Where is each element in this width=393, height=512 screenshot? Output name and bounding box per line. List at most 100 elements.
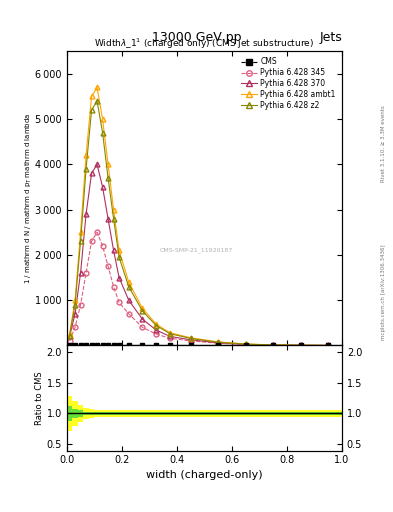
Pythia 6.428 z2: [100, 130, 105, 136]
Pythia 6.428 z2: [326, 343, 331, 349]
Line: Pythia 6.428 ambt1: Pythia 6.428 ambt1: [67, 85, 331, 348]
CMS: [298, 343, 303, 349]
Pythia 6.428 z2: [95, 98, 99, 104]
Pythia 6.428 345: [188, 338, 193, 344]
Pythia 6.428 345: [326, 343, 331, 349]
Pythia 6.428 370: [100, 184, 105, 190]
Pythia 6.428 345: [84, 270, 88, 276]
CMS: [216, 343, 220, 349]
CMS: [127, 343, 131, 349]
Pythia 6.428 ambt1: [243, 341, 248, 347]
Pythia 6.428 345: [168, 335, 173, 342]
Pythia 6.428 370: [89, 170, 94, 177]
Text: mcplots.cern.ch [arXiv:1306.3436]: mcplots.cern.ch [arXiv:1306.3436]: [381, 244, 386, 339]
Pythia 6.428 z2: [84, 166, 88, 172]
Pythia 6.428 345: [95, 229, 99, 236]
Pythia 6.428 ambt1: [140, 305, 145, 311]
Pythia 6.428 345: [89, 238, 94, 244]
CMS: [117, 343, 121, 349]
Pythia 6.428 370: [73, 311, 77, 317]
Pythia 6.428 345: [298, 342, 303, 348]
Pythia 6.428 370: [95, 161, 99, 167]
Pythia 6.428 z2: [106, 175, 110, 181]
Pythia 6.428 ambt1: [154, 321, 159, 327]
Pythia 6.428 z2: [67, 332, 72, 338]
Pythia 6.428 z2: [73, 302, 77, 308]
Pythia 6.428 z2: [127, 284, 131, 290]
X-axis label: width (charged-only): width (charged-only): [146, 470, 263, 480]
Pythia 6.428 ambt1: [67, 331, 72, 337]
Pythia 6.428 345: [106, 263, 110, 269]
Pythia 6.428 ambt1: [216, 339, 220, 345]
Pythia 6.428 ambt1: [73, 297, 77, 303]
Pythia 6.428 370: [168, 333, 173, 339]
Pythia 6.428 z2: [117, 254, 121, 260]
Pythia 6.428 370: [298, 342, 303, 348]
Text: 13000 GeV pp: 13000 GeV pp: [152, 31, 241, 44]
Pythia 6.428 ambt1: [188, 335, 193, 341]
Pythia 6.428 ambt1: [106, 161, 110, 167]
Pythia 6.428 345: [111, 284, 116, 290]
Pythia 6.428 345: [73, 324, 77, 330]
Pythia 6.428 z2: [111, 216, 116, 222]
Pythia 6.428 z2: [89, 107, 94, 113]
Pythia 6.428 z2: [154, 323, 159, 329]
Pythia 6.428 z2: [243, 341, 248, 347]
CMS: [100, 343, 105, 349]
Text: Rivet 3.1.10, ≥ 3.3M events: Rivet 3.1.10, ≥ 3.3M events: [381, 105, 386, 182]
Pythia 6.428 ambt1: [127, 279, 131, 285]
Pythia 6.428 z2: [216, 339, 220, 345]
Pythia 6.428 ambt1: [111, 206, 116, 212]
CMS: [271, 343, 275, 349]
Pythia 6.428 370: [326, 343, 331, 349]
Pythia 6.428 370: [140, 316, 145, 322]
Line: Pythia 6.428 370: Pythia 6.428 370: [67, 162, 331, 348]
Pythia 6.428 ambt1: [95, 84, 99, 91]
Pythia 6.428 370: [111, 247, 116, 253]
Pythia 6.428 ambt1: [89, 93, 94, 99]
Pythia 6.428 345: [216, 340, 220, 346]
Pythia 6.428 ambt1: [78, 229, 83, 236]
Pythia 6.428 345: [100, 243, 105, 249]
Pythia 6.428 ambt1: [168, 330, 173, 336]
Pythia 6.428 ambt1: [84, 152, 88, 158]
Pythia 6.428 345: [243, 342, 248, 348]
Pythia 6.428 370: [216, 340, 220, 346]
Pythia 6.428 ambt1: [326, 343, 331, 349]
Pythia 6.428 370: [188, 337, 193, 343]
CMS: [154, 343, 159, 349]
CMS: [243, 343, 248, 349]
CMS: [84, 343, 88, 349]
Line: Pythia 6.428 345: Pythia 6.428 345: [67, 230, 331, 348]
Pythia 6.428 z2: [78, 238, 83, 244]
Y-axis label: Ratio to CMS: Ratio to CMS: [35, 371, 44, 425]
Legend: CMS, Pythia 6.428 345, Pythia 6.428 370, Pythia 6.428 ambt1, Pythia 6.428 z2: CMS, Pythia 6.428 345, Pythia 6.428 370,…: [238, 55, 338, 112]
Pythia 6.428 z2: [168, 331, 173, 337]
CMS: [188, 343, 193, 349]
CMS: [78, 343, 83, 349]
Pythia 6.428 370: [271, 342, 275, 348]
CMS: [95, 343, 99, 349]
Pythia 6.428 ambt1: [298, 342, 303, 348]
Pythia 6.428 370: [106, 216, 110, 222]
Pythia 6.428 370: [67, 333, 72, 339]
CMS: [140, 343, 145, 349]
Pythia 6.428 345: [271, 342, 275, 348]
CMS: [73, 343, 77, 349]
Text: Jets: Jets: [319, 31, 342, 44]
Pythia 6.428 370: [243, 342, 248, 348]
CMS: [111, 343, 116, 349]
Pythia 6.428 345: [117, 300, 121, 306]
Pythia 6.428 370: [127, 297, 131, 303]
Text: CMS-SMP-21_11920187: CMS-SMP-21_11920187: [160, 247, 233, 253]
CMS: [67, 343, 72, 349]
Pythia 6.428 345: [140, 324, 145, 330]
Pythia 6.428 z2: [140, 308, 145, 314]
Pythia 6.428 345: [154, 331, 159, 337]
Pythia 6.428 345: [127, 311, 131, 317]
Line: CMS: CMS: [68, 343, 330, 348]
Pythia 6.428 ambt1: [100, 116, 105, 122]
Pythia 6.428 370: [117, 274, 121, 281]
Line: Pythia 6.428 z2: Pythia 6.428 z2: [67, 99, 331, 348]
Pythia 6.428 345: [78, 302, 83, 308]
